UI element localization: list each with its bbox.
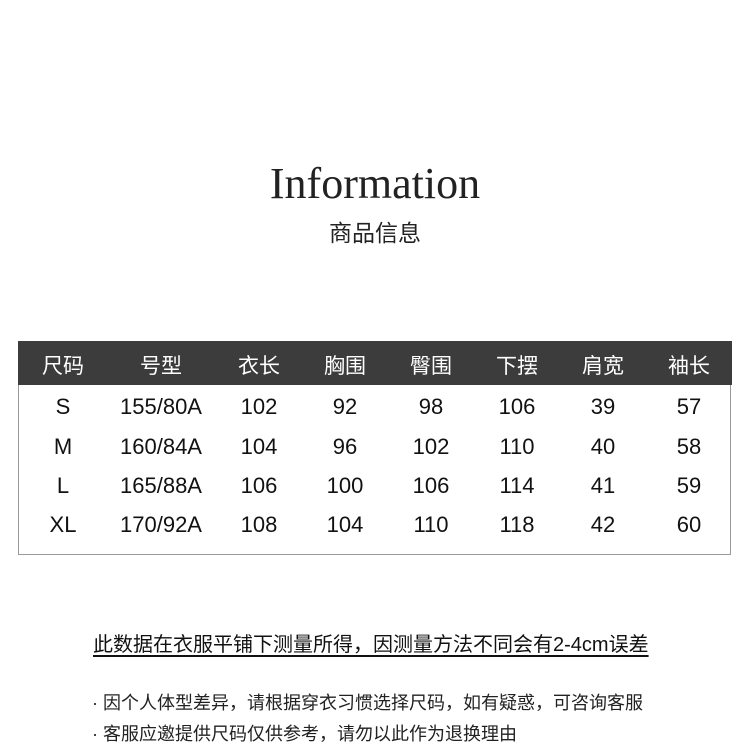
table-cell: S (55, 394, 71, 419)
bullet-note: · 客服应邀提供尺码仅供参考，请勿以此作为退换理由 (92, 724, 517, 744)
column-header: 号型 (140, 355, 182, 378)
table-cell: 104 (326, 512, 364, 537)
table-cell: L (56, 473, 70, 498)
table-cell: 155/80A (120, 394, 202, 419)
column-header: 肩宽 (582, 355, 624, 378)
column-header: 胸围 (324, 355, 366, 378)
size-table: 尺码 号型 衣长 胸围 臀围 下摆 肩宽 袖长 S 155/80A 102 92 98 106 39 57 M… (18, 341, 732, 555)
bullet-note: · 因个人体型差异，请根据穿衣习惯选择尺码，如有疑惑，可咨询客服 (92, 693, 643, 713)
table-cell: 104 (240, 434, 278, 459)
column-header: 衣长 (238, 355, 280, 378)
table-cell: 170/92A (120, 512, 202, 537)
table-cell: 118 (499, 512, 535, 537)
column-header: 尺码 (42, 355, 84, 378)
page-title: Information (269, 159, 481, 208)
table-cell: 42 (590, 512, 616, 537)
table-cell: 58 (676, 434, 702, 459)
measurement-note: 此数据在衣服平铺下测量所得，因测量方法不同会有2-4cm误差 (93, 634, 649, 656)
table-cell: 40 (590, 434, 616, 459)
table-cell: XL (49, 512, 77, 537)
table-cell: 102 (412, 434, 450, 459)
table-cell: 106 (240, 473, 278, 498)
table-cell: 100 (326, 473, 364, 498)
table-cell: 39 (590, 394, 616, 419)
table-cell: M (53, 434, 73, 459)
table-header: 尺码 号型 衣长 胸围 臀围 下摆 肩宽 袖长 (18, 341, 732, 385)
table-cell: 160/84A (120, 434, 202, 459)
page-subtitle: 商品信息 (329, 220, 421, 246)
table-cell: 106 (498, 394, 536, 419)
table-cell: 106 (412, 473, 450, 498)
table-cell: 165/88A (120, 473, 202, 498)
table-cell: 102 (240, 394, 278, 419)
table-cell: 108 (240, 512, 278, 537)
table-cell: 110 (413, 512, 449, 537)
column-header: 臀围 (410, 355, 452, 378)
table-cell: 98 (418, 394, 444, 419)
table-cell: 57 (676, 394, 702, 419)
table-cell: 96 (332, 434, 358, 459)
table-cell: 114 (499, 473, 535, 498)
table-cell: 59 (676, 473, 702, 498)
column-header: 袖长 (668, 355, 710, 378)
table-cell: 92 (332, 394, 358, 419)
table-cell: 60 (676, 512, 702, 537)
table-cell: 41 (590, 473, 616, 498)
column-header: 下摆 (496, 355, 538, 378)
table-cell: 110 (499, 434, 535, 459)
